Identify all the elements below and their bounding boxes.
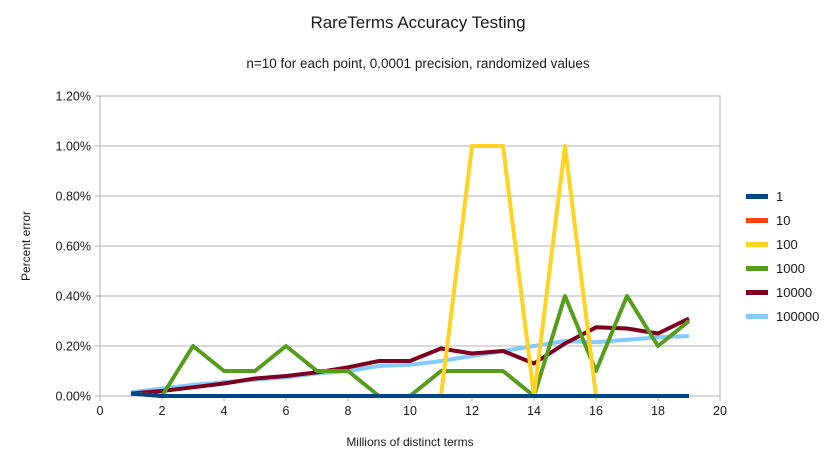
legend-label: 100 <box>776 236 798 252</box>
legend-swatch-icon <box>746 289 768 295</box>
y-tick-label: 1.00% <box>56 140 91 154</box>
legend-label: 10000 <box>776 284 813 300</box>
y-axis-title: Percent error <box>19 211 33 281</box>
chart-title: RareTerms Accuracy Testing <box>310 13 526 32</box>
series-line-1 <box>130 391 689 398</box>
legend-swatch-icon <box>746 241 768 247</box>
y-tick-label: 0.00% <box>56 390 91 404</box>
y-axis-labels: 0.00% 0.20% 0.40% 0.60% 0.80% 1.00% 1.20% <box>56 90 91 404</box>
x-tick-label: 10 <box>403 404 417 418</box>
legend-label: 1 <box>776 188 784 204</box>
series-lines <box>130 144 691 398</box>
x-tick-label: 14 <box>527 404 541 418</box>
y-tick-label: 0.60% <box>56 240 91 254</box>
x-tick-label: 16 <box>589 404 603 418</box>
x-tick-label: 0 <box>97 404 104 418</box>
legend-swatch-icon <box>746 265 768 271</box>
x-axis-labels: 0 2 4 6 8 10 12 14 16 18 20 <box>97 396 727 418</box>
series-line-100 <box>130 144 689 398</box>
x-tick-label: 20 <box>713 404 727 418</box>
chart-subtitle: n=10 for each point, 0.0001 precision, r… <box>246 56 590 71</box>
x-tick-label: 8 <box>345 404 352 418</box>
legend-swatch-icon <box>746 217 768 223</box>
legend-swatch-icon <box>746 193 768 199</box>
legend-label: 1000 <box>776 260 805 276</box>
legend-label: 100000 <box>776 308 820 324</box>
legend-item-100000: 100000 <box>746 304 819 328</box>
y-tick-label: 0.80% <box>56 190 91 204</box>
x-tick-label: 12 <box>465 404 479 418</box>
legend-swatch-icon <box>746 313 768 319</box>
legend-item-100: 100 <box>746 232 819 256</box>
legend: 1 10 100 1000 10000 100000 <box>746 184 819 328</box>
x-tick-label: 18 <box>651 404 665 418</box>
y-tick-label: 0.20% <box>56 340 91 354</box>
y-tick-label: 1.20% <box>56 90 91 104</box>
legend-item-10000: 10000 <box>746 280 819 304</box>
series-line-10000 <box>130 316 690 396</box>
legend-label: 10 <box>776 212 791 228</box>
legend-item-10: 10 <box>746 208 819 232</box>
x-tick-label: 4 <box>221 404 228 418</box>
x-tick-label: 6 <box>283 404 290 418</box>
legend-item-1000: 1000 <box>746 256 819 280</box>
x-axis-title: Millions of distinct terms <box>346 435 473 449</box>
y-tick-label: 0.40% <box>56 290 91 304</box>
legend-item-1: 1 <box>746 184 819 208</box>
x-tick-label: 2 <box>159 404 166 418</box>
